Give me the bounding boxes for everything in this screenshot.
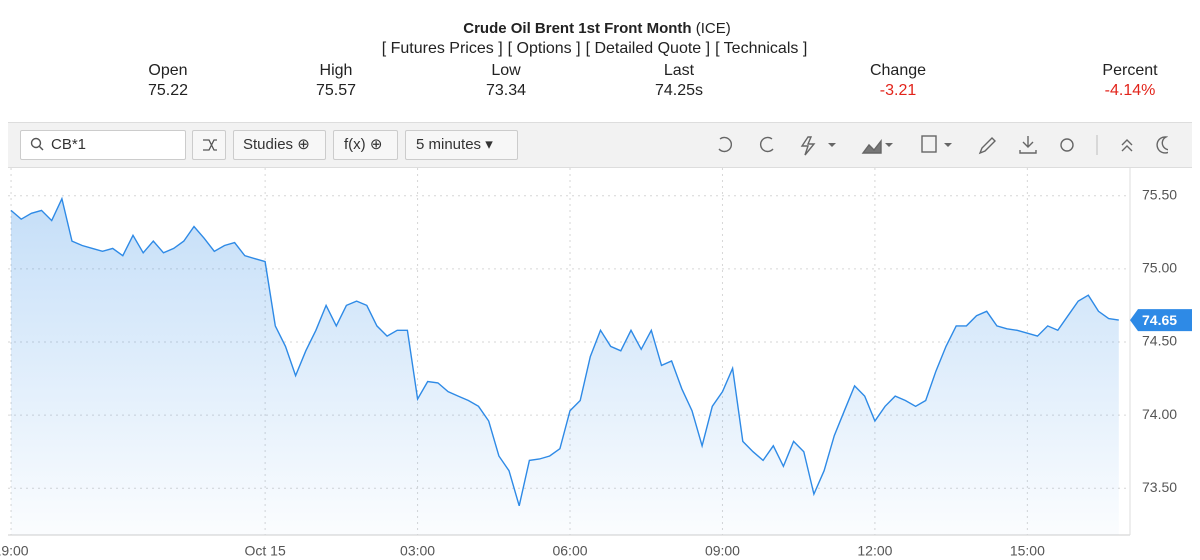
y-tick-label: 75.00 [1142, 260, 1177, 276]
layout-icon[interactable] [921, 135, 937, 153]
quote-link[interactable]: [ Detailed Quote ] [585, 40, 711, 57]
draw-icon[interactable] [800, 136, 816, 156]
stat-value: 75.22 [147, 82, 189, 99]
studies-button[interactable]: Studies ⊕ [233, 130, 326, 160]
stat-label: Percent [1102, 62, 1158, 79]
price-area [11, 198, 1119, 535]
y-tick-label: 74.50 [1142, 333, 1177, 349]
x-tick-label: Oct 15 [245, 543, 286, 559]
stat: Open 75.22 [88, 61, 248, 101]
download-icon[interactable] [1019, 136, 1037, 154]
stat: Last 74.25s [599, 61, 759, 101]
stat: Change -3.21 [818, 61, 978, 101]
studies-label: Studies [243, 136, 294, 153]
x-tick-label: 09:00 [705, 543, 740, 559]
compare-button[interactable] [192, 130, 226, 160]
price-line [10, 196, 1119, 506]
function-label: f(x) [344, 136, 366, 153]
pencil-icon[interactable] [978, 137, 996, 155]
stat-value: -3.21 [879, 82, 917, 99]
toolbar-icons [718, 135, 1168, 156]
quote-link[interactable]: [ Futures Prices ] [381, 40, 503, 57]
interval-button[interactable]: 5 minutes ▾ [405, 130, 518, 160]
chart-type-icon[interactable] [861, 138, 882, 154]
settings-icon[interactable] [1060, 138, 1074, 152]
links: [ Futures Prices ][ Options ][ Detailed … [0, 40, 1194, 58]
theme-icon[interactable] [1156, 136, 1168, 154]
undo-icon[interactable] [718, 136, 733, 153]
shuffle-icon [203, 139, 217, 151]
toolbar: CB*1 Studies ⊕ f(x) ⊕ 5 minutes ▾ [8, 122, 1192, 168]
stat: Percent -4.14% [1050, 61, 1200, 101]
current-price-tag [1130, 309, 1192, 332]
y-tick-label: 75.50 [1142, 186, 1177, 202]
x-tick-label: 03:00 [400, 543, 435, 559]
function-button[interactable]: f(x) ⊕ [333, 130, 398, 160]
instrument-title: Crude Oil Brent 1st Front Month [463, 20, 692, 37]
x-tick-label: 06:00 [552, 543, 587, 559]
search-icon [30, 137, 44, 151]
exchange: (ICE) [695, 20, 731, 37]
stat: Low 73.34 [426, 61, 586, 101]
stat-label: Change [869, 62, 927, 79]
interval-label: 5 minutes [416, 136, 482, 153]
stat-label: Open [148, 62, 188, 79]
current-price-label: 74.65 [1142, 312, 1177, 328]
symbol-search[interactable]: CB*1 [20, 130, 186, 160]
redo-icon[interactable] [759, 136, 774, 153]
quote-link[interactable]: [ Technicals ] [715, 40, 808, 57]
stat-value: 74.25s [654, 82, 704, 99]
title-line: Crude Oil Brent 1st Front Month (ICE) [0, 20, 1194, 37]
x-tick-label: 19:00 [0, 543, 29, 559]
stat-value: 73.34 [485, 82, 527, 99]
stat-label: Last [663, 62, 695, 79]
stat-value: 75.57 [315, 82, 357, 99]
x-tick-label: 12:00 [857, 543, 892, 559]
stat-label: Low [491, 62, 521, 79]
stat: High 75.57 [256, 61, 416, 101]
x-tick-label: 15:00 [1010, 543, 1045, 559]
collapse-icon[interactable] [1121, 139, 1133, 152]
y-tick-label: 73.50 [1142, 479, 1177, 495]
stat-value: -4.14% [1104, 82, 1156, 99]
symbol: CB*1 [51, 136, 87, 153]
stat-label: High [319, 62, 353, 79]
y-tick-label: 74.00 [1142, 406, 1177, 422]
quote-link[interactable]: [ Options ] [507, 40, 581, 57]
